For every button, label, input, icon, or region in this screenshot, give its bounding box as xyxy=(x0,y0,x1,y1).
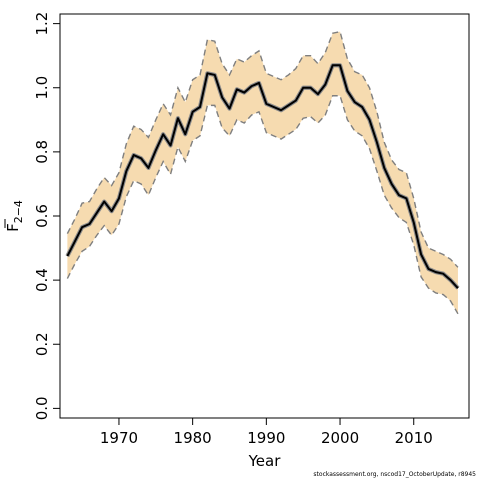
y-axis: 0.0 0.2 0.4 0.6 0.8 1.0 1.2 xyxy=(33,12,61,420)
footer-credit: stockassessment.org, nscod17_OctoberUpda… xyxy=(313,471,476,478)
y-tick-label-0.6: 0.6 xyxy=(33,204,51,228)
y-tick-label-0.8: 0.8 xyxy=(33,140,51,164)
y-tick-label-0.0: 0.0 xyxy=(33,396,51,420)
y-axis-title: F2−4 xyxy=(4,200,25,232)
estimate-line xyxy=(66,64,459,289)
x-tick-label-1980: 1980 xyxy=(174,429,212,447)
lower-bound-line xyxy=(66,95,459,315)
x-tick-label-1990: 1990 xyxy=(247,429,285,447)
svg-text:F2−4: F2−4 xyxy=(4,200,25,232)
y-tick-label-1.2: 1.2 xyxy=(33,12,51,36)
x-tick-label-1970: 1970 xyxy=(100,429,138,447)
y-tick-label-0.4: 0.4 xyxy=(33,268,51,292)
x-axis: 1970 1980 1990 2000 2010 xyxy=(100,417,433,447)
x-axis-title: Year xyxy=(248,452,282,470)
y-axis-title-main: F xyxy=(4,223,22,232)
y-tick-label-0.2: 0.2 xyxy=(33,332,51,356)
x-tick-label-2010: 2010 xyxy=(395,429,433,447)
y-axis-title-sub: 2−4 xyxy=(12,200,25,223)
confidence-band xyxy=(67,31,458,314)
upper-bound-line xyxy=(66,30,459,268)
y-tick-label-1.0: 1.0 xyxy=(33,76,51,100)
x-tick-label-2000: 2000 xyxy=(321,429,359,447)
